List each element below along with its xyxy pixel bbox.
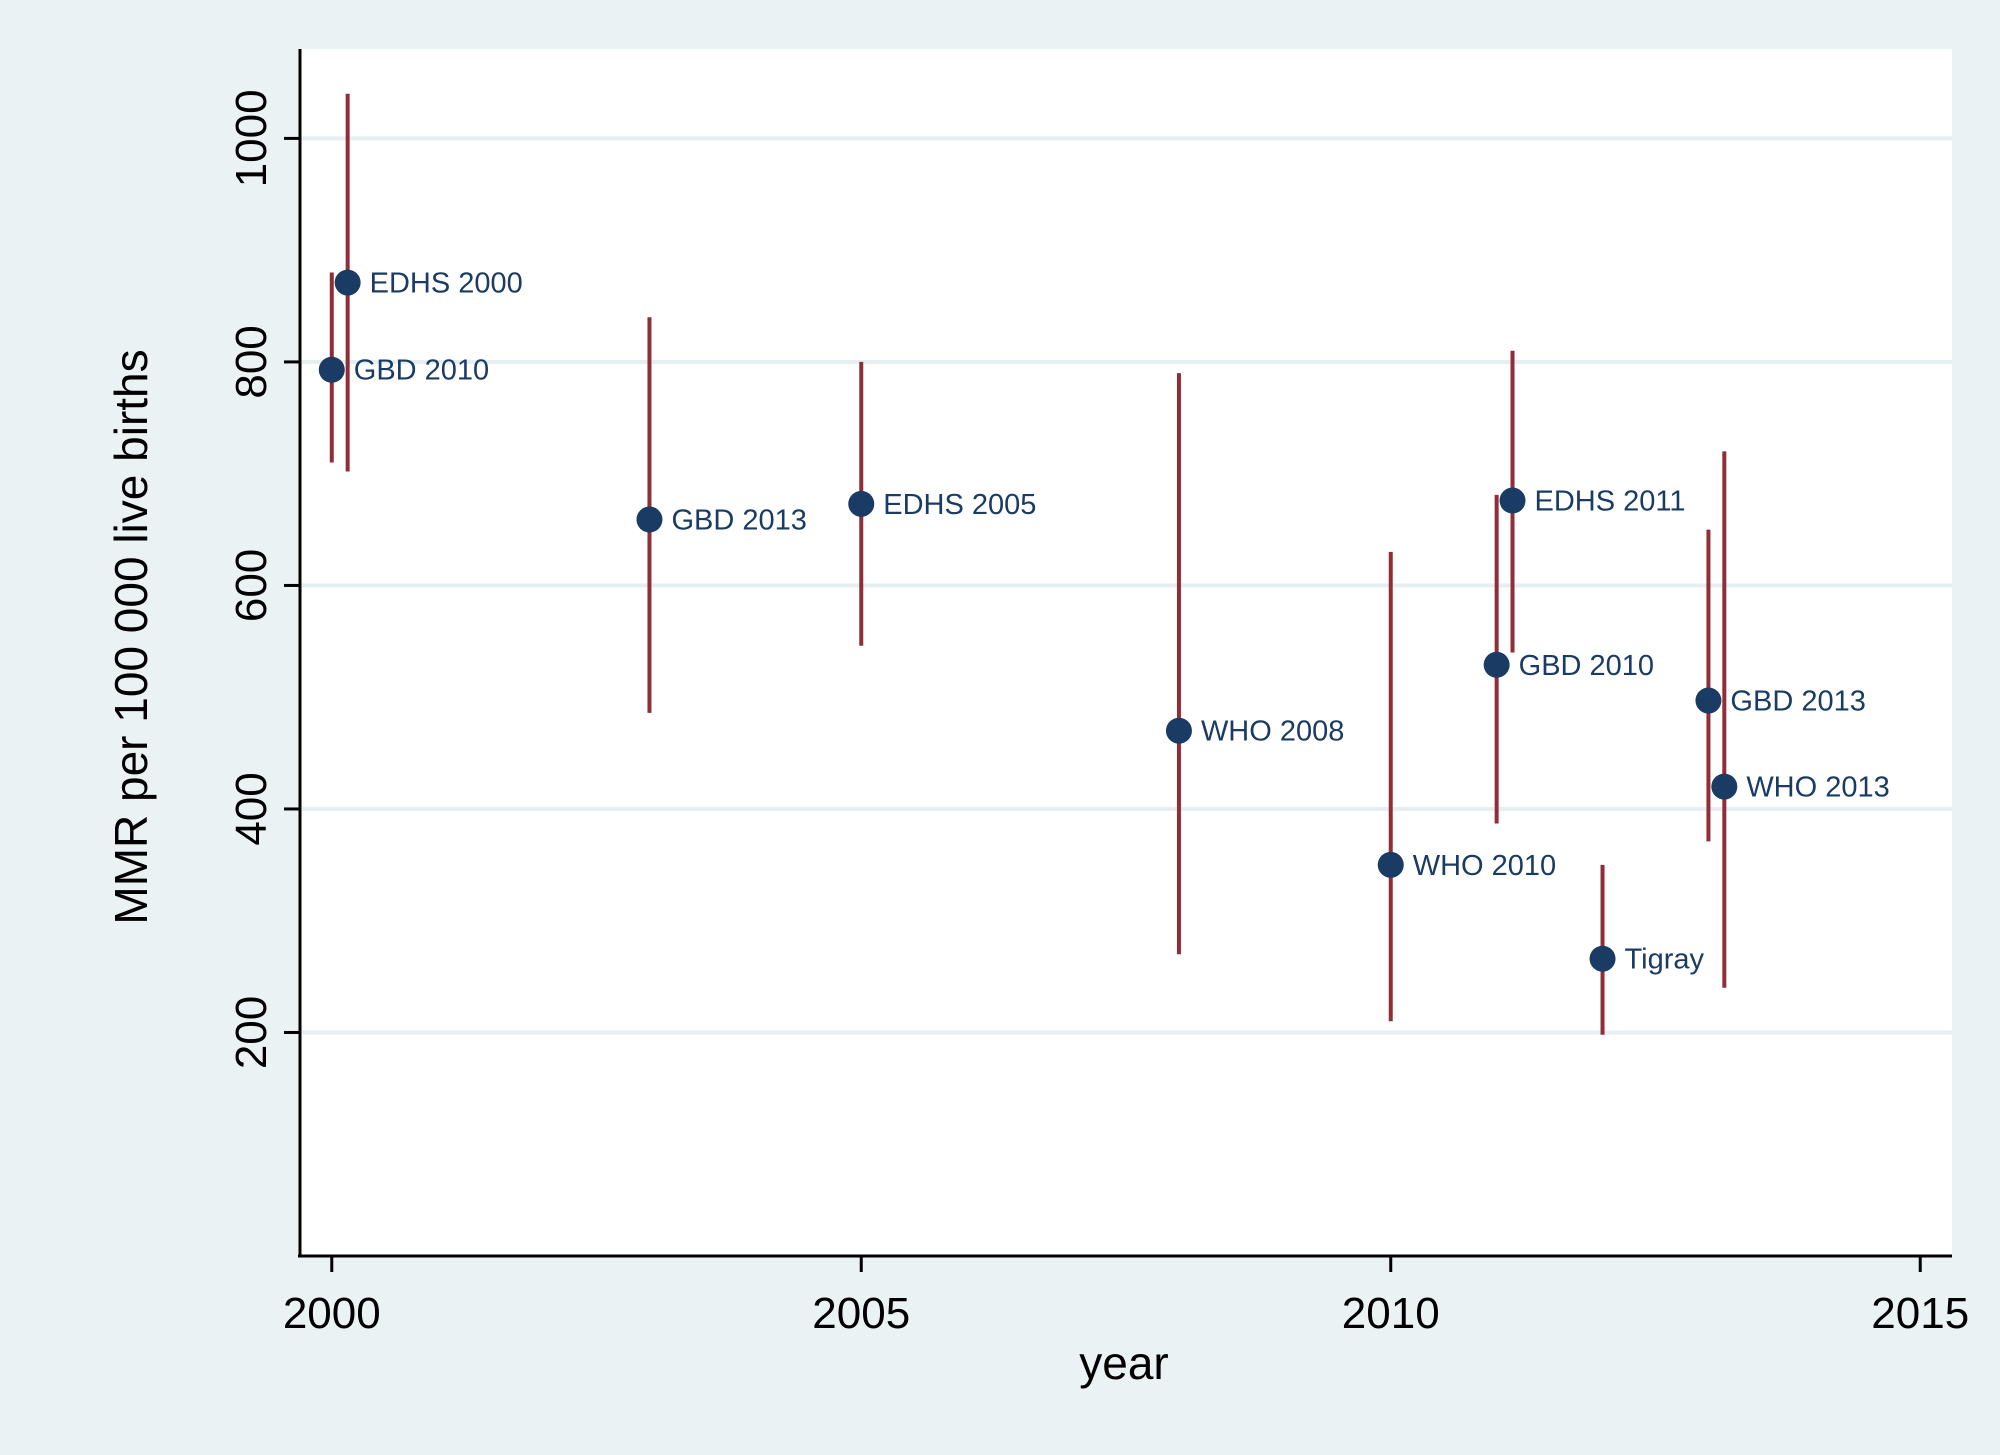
data-point-3 bbox=[848, 490, 875, 517]
point-label-10: WHO 2013 bbox=[1746, 772, 1889, 804]
x-axis-ticks: 2000 2005 2010 2015 bbox=[283, 1256, 1969, 1338]
point-label-4: WHO 2008 bbox=[1201, 716, 1344, 748]
point-label-0: GBD 2010 bbox=[354, 355, 489, 387]
point-label-9: GBD 2013 bbox=[1730, 686, 1865, 718]
markers bbox=[318, 269, 1738, 972]
data-point-6 bbox=[1483, 651, 1510, 678]
point-label-8: Tigray bbox=[1625, 944, 1705, 976]
x-tick-label-2005: 2005 bbox=[812, 1289, 910, 1338]
point-label-5: WHO 2010 bbox=[1413, 850, 1556, 882]
data-point-5 bbox=[1377, 851, 1404, 878]
plot-area bbox=[300, 49, 1952, 1255]
y-tick-label-1000: 1000 bbox=[227, 89, 276, 187]
data-point-0 bbox=[318, 356, 345, 383]
data-point-4 bbox=[1165, 717, 1192, 744]
y-axis-title: MMR per 100 000 live births bbox=[105, 349, 157, 924]
y-tick-label-600: 600 bbox=[227, 549, 276, 622]
point-label-7: EDHS 2011 bbox=[1535, 486, 1686, 518]
data-point-9 bbox=[1695, 687, 1722, 714]
point-labels: GBD 2010 EDHS 2000 GBD 2013 EDHS 2005 WHO 20… bbox=[354, 268, 1890, 976]
data-point-10 bbox=[1711, 773, 1738, 800]
point-label-6: GBD 2010 bbox=[1519, 650, 1654, 682]
point-label-3: EDHS 2005 bbox=[883, 489, 1036, 521]
point-label-1: EDHS 2000 bbox=[370, 268, 523, 300]
data-point-2 bbox=[636, 506, 663, 533]
y-axis-ticks: 200 400 600 800 1000 bbox=[227, 89, 300, 1069]
x-axis-title: year bbox=[1079, 1337, 1168, 1389]
data-point-7 bbox=[1499, 487, 1526, 514]
y-tick-label-200: 200 bbox=[227, 996, 276, 1069]
data-point-1 bbox=[334, 269, 361, 296]
x-tick-label-2010: 2010 bbox=[1342, 1289, 1440, 1338]
y-tick-label-400: 400 bbox=[227, 772, 276, 845]
x-tick-label-2015: 2015 bbox=[1871, 1289, 1969, 1338]
data-point-8 bbox=[1589, 945, 1616, 972]
gridlines bbox=[302, 136, 1952, 1035]
x-tick-label-2000: 2000 bbox=[283, 1289, 381, 1338]
y-tick-label-800: 800 bbox=[227, 325, 276, 398]
point-label-2: GBD 2013 bbox=[671, 505, 806, 537]
